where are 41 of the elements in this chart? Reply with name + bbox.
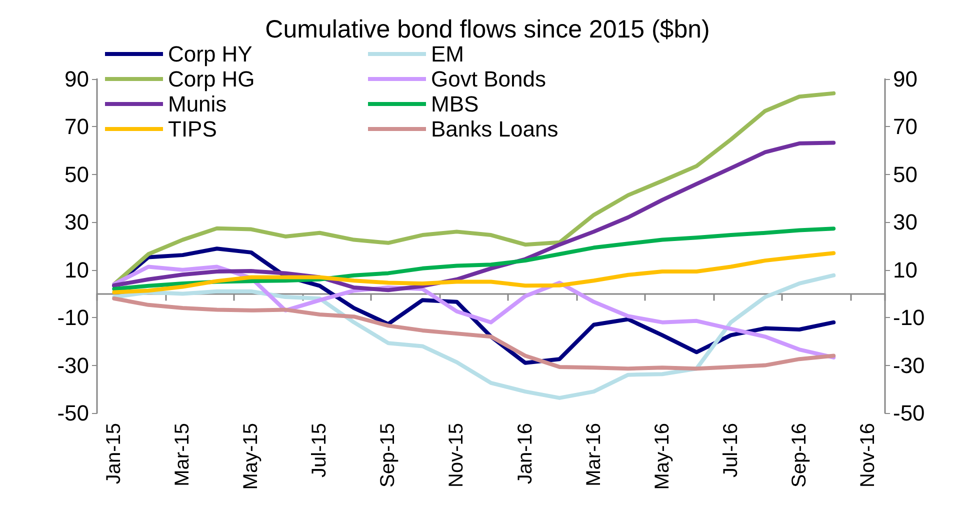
y2-tick-label: -30 (893, 352, 925, 378)
y-tick-label: 10 (64, 257, 89, 282)
y2-tick-label: 90 (893, 66, 918, 92)
x-tick-label: Jan-15 (103, 423, 126, 484)
y2-tick-label: -50 (893, 400, 925, 426)
x-tick-label: Jul-15 (308, 423, 331, 478)
x-tick-label: Sep-16 (788, 423, 810, 488)
y2-tick-label: 10 (893, 257, 918, 282)
x-tick-label: May-16 (651, 423, 674, 490)
x-tick-label: Nov-15 (446, 423, 468, 488)
y2-tick-label: 50 (893, 162, 918, 187)
y-tick-label: 70 (64, 114, 89, 140)
x-tick-label: May-15 (240, 423, 262, 490)
x-tick-label: Jan-16 (514, 423, 536, 484)
x-tick-label: Mar-15 (172, 423, 194, 486)
y2-tick-label: 30 (893, 210, 918, 235)
line-series (112, 251, 836, 294)
y-tick-label: -50 (57, 400, 89, 426)
legend-label: Corp HY (168, 42, 253, 66)
y2-tick-label: -10 (893, 305, 925, 330)
y-tick-label: 30 (64, 210, 89, 235)
y2-tick-label: 70 (893, 114, 918, 140)
legend-label: EM (431, 42, 464, 66)
legend-label: Banks Loans (431, 116, 558, 142)
legend-label: Munis (168, 92, 227, 116)
legend-label: Corp HG (168, 66, 255, 92)
line-series (112, 273, 836, 400)
x-tick-label: Nov-16 (856, 423, 879, 488)
x-tick-label: Jul-16 (720, 423, 742, 478)
y-tick-label: -30 (57, 352, 89, 378)
chart-title: Cumulative bond flows since 2015 ($bn) (265, 16, 710, 44)
x-tick-label: Mar-16 (582, 423, 605, 486)
x-tick-label: Sep-15 (377, 423, 400, 488)
legend-label: MBS (431, 92, 479, 116)
y-tick-label: -10 (57, 305, 89, 330)
line-series (112, 296, 836, 371)
y-tick-label: 50 (64, 162, 89, 187)
y-tick-label: 90 (64, 66, 89, 92)
legend-label: TIPS (168, 116, 217, 142)
legend-label: Govt Bonds (431, 66, 546, 92)
line-series (112, 226, 836, 291)
